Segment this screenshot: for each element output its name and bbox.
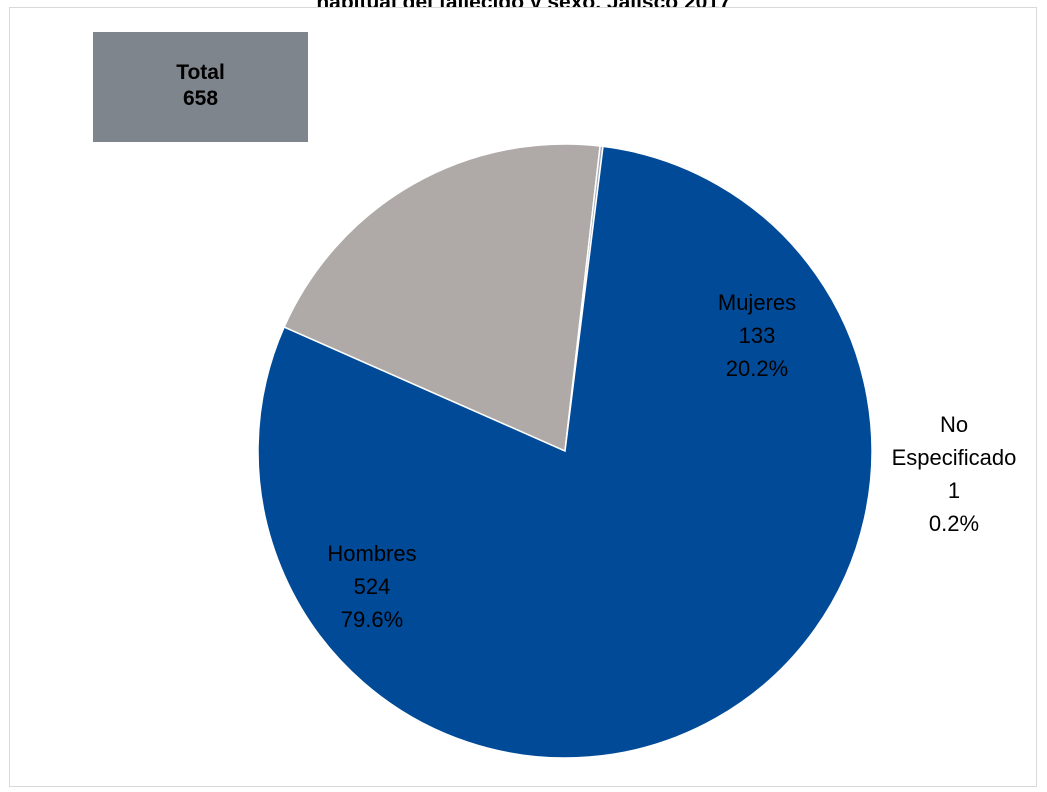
total-value: 658: [182, 87, 219, 110]
data-label-hombres: Hombres 524 79.6%: [327, 541, 416, 632]
total-box: Total 658: [93, 32, 308, 142]
data-label-no-especificado: No Especificado 1 0.2%: [892, 412, 1017, 536]
data-label-mujeres: Mujeres 133 20.2%: [718, 290, 796, 381]
pie-slice-mujeres: [283, 143, 601, 453]
pie-slice-hombres: [257, 145, 873, 759]
total-label: Total: [176, 61, 225, 84]
